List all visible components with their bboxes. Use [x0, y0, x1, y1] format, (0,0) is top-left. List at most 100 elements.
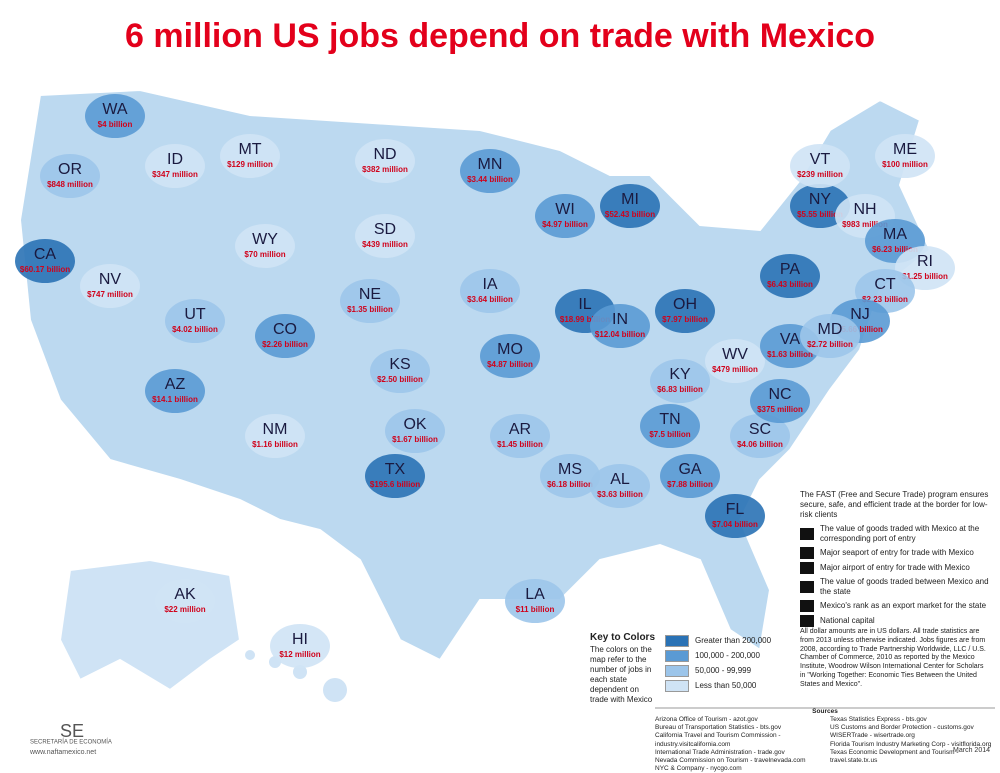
island [293, 665, 307, 679]
legend-row: Major seaport of entry for trade with Me… [800, 547, 990, 559]
state-area [800, 314, 860, 358]
state-area [270, 624, 330, 668]
state-value: $1.35 billion [347, 305, 393, 314]
state-value: $1.67 billion [392, 435, 438, 444]
state-abbr: UT [184, 306, 206, 323]
state-value: $3.63 billion [597, 490, 643, 499]
state-area [660, 454, 720, 498]
legend-icon [800, 581, 814, 593]
state-area [655, 289, 715, 333]
state-area [340, 279, 400, 323]
state-abbr: AR [509, 421, 531, 438]
state-abbr: WY [252, 231, 278, 248]
state-area [355, 139, 415, 183]
state-abbr: AZ [165, 376, 186, 393]
key-label: Less than 50,000 [695, 681, 757, 690]
key-description: The colors on the map refer to the numbe… [590, 644, 653, 704]
legend-row: The value of goods traded between Mexico… [800, 577, 990, 597]
state-abbr: ME [893, 141, 917, 158]
states: WA $4 billion OR $848 million CA $60.17 billi… [15, 94, 955, 668]
state-abbr: MA [883, 226, 907, 243]
state-value: $4.06 billion [737, 440, 783, 449]
state-area [255, 314, 315, 358]
legend-label: Mexico's rank as an export market for th… [820, 601, 987, 610]
state-area [235, 224, 295, 268]
state-abbr: WA [102, 101, 128, 118]
legend-icon [800, 600, 814, 612]
key-row: 50,000 - 99,999 [665, 665, 775, 677]
state-abbr: PA [780, 261, 800, 278]
state-value: $70 million [244, 250, 285, 259]
state-area [650, 359, 710, 403]
state-value: $12.04 billion [595, 330, 645, 339]
state-value: $7.97 billion [662, 315, 708, 324]
state-abbr: ID [167, 151, 183, 168]
state-area [40, 154, 100, 198]
state-abbr: NV [99, 271, 122, 288]
state-abbr: NM [263, 421, 288, 438]
state-abbr: OK [403, 416, 426, 433]
state-area [245, 414, 305, 458]
state-value: $479 million [712, 365, 758, 374]
state-abbr: MT [238, 141, 261, 158]
state-value: $4.97 billion [542, 220, 588, 229]
legend-label: Major airport of entry for trade with Me… [820, 563, 970, 572]
source: NYC & Company - nycgo.com [655, 764, 742, 772]
state-value: $4.87 billion [487, 360, 533, 369]
state-area [385, 409, 445, 453]
state-abbr: IN [612, 311, 628, 328]
state-value: $3.64 billion [467, 295, 513, 304]
legend-row: Mexico's rank as an export market for th… [800, 600, 990, 612]
key-row: 100,000 - 200,000 [665, 650, 775, 662]
state-area [370, 349, 430, 393]
state-value: $1.16 billion [252, 440, 298, 449]
state-abbr: ND [373, 146, 396, 163]
state-abbr: RI [917, 253, 933, 270]
state-value: $382 million [362, 165, 408, 174]
state-area [15, 239, 75, 283]
date: March 2014 [953, 747, 990, 754]
hawaii-islands [245, 650, 347, 702]
url: www.naftamexico.net [29, 749, 96, 756]
state-area [875, 134, 935, 178]
state-area [540, 454, 600, 498]
state-abbr: KS [389, 356, 410, 373]
state-value: $12 million [279, 650, 320, 659]
state-abbr: VT [810, 151, 831, 168]
state-abbr: MO [497, 341, 523, 358]
state-abbr: CO [273, 321, 297, 338]
state-area [145, 144, 205, 188]
legend-icon [800, 615, 814, 627]
source: Texas Economic Development and Tourism -… [830, 748, 959, 764]
alaska-outline [58, 558, 242, 692]
state-value: $2.50 billion [377, 375, 423, 384]
state-area [85, 94, 145, 138]
sources-title: Sources [812, 708, 838, 715]
state-area [590, 304, 650, 348]
state-area [460, 269, 520, 313]
key-title: Key to Colors [590, 632, 656, 643]
sources-right: Texas Statistics Express - bts.gov US Cus… [830, 716, 995, 773]
state-value: $1.25 billion [902, 272, 948, 281]
legend-label: Major seaport of entry for trade with Me… [820, 548, 974, 557]
notes: All dollar amounts are in US dollars. Al… [800, 628, 986, 688]
state-abbr: AK [174, 586, 196, 603]
key-row: Less than 50,000 [665, 680, 775, 692]
legend-label: The value of goods traded between Mexico… [820, 577, 989, 596]
state-value: $52.43 billion [605, 210, 655, 219]
sources-left: Arizona Office of Tourism - azot.gov Bure… [655, 716, 820, 773]
logo: SE [60, 721, 84, 741]
state-abbr: CT [874, 276, 896, 293]
state-area [750, 379, 810, 423]
state-area [155, 579, 215, 623]
state-abbr: MN [478, 156, 503, 173]
state-abbr: MD [818, 321, 843, 338]
state-value: $6.18 billion [547, 480, 593, 489]
state-area [790, 184, 850, 228]
state-value: $6.23 billion [872, 245, 918, 254]
source: Arizona Office of Tourism - azot.gov [655, 716, 758, 724]
state-value: $18.99 billion [560, 315, 610, 324]
state-value: $195.6 billion [370, 480, 420, 489]
